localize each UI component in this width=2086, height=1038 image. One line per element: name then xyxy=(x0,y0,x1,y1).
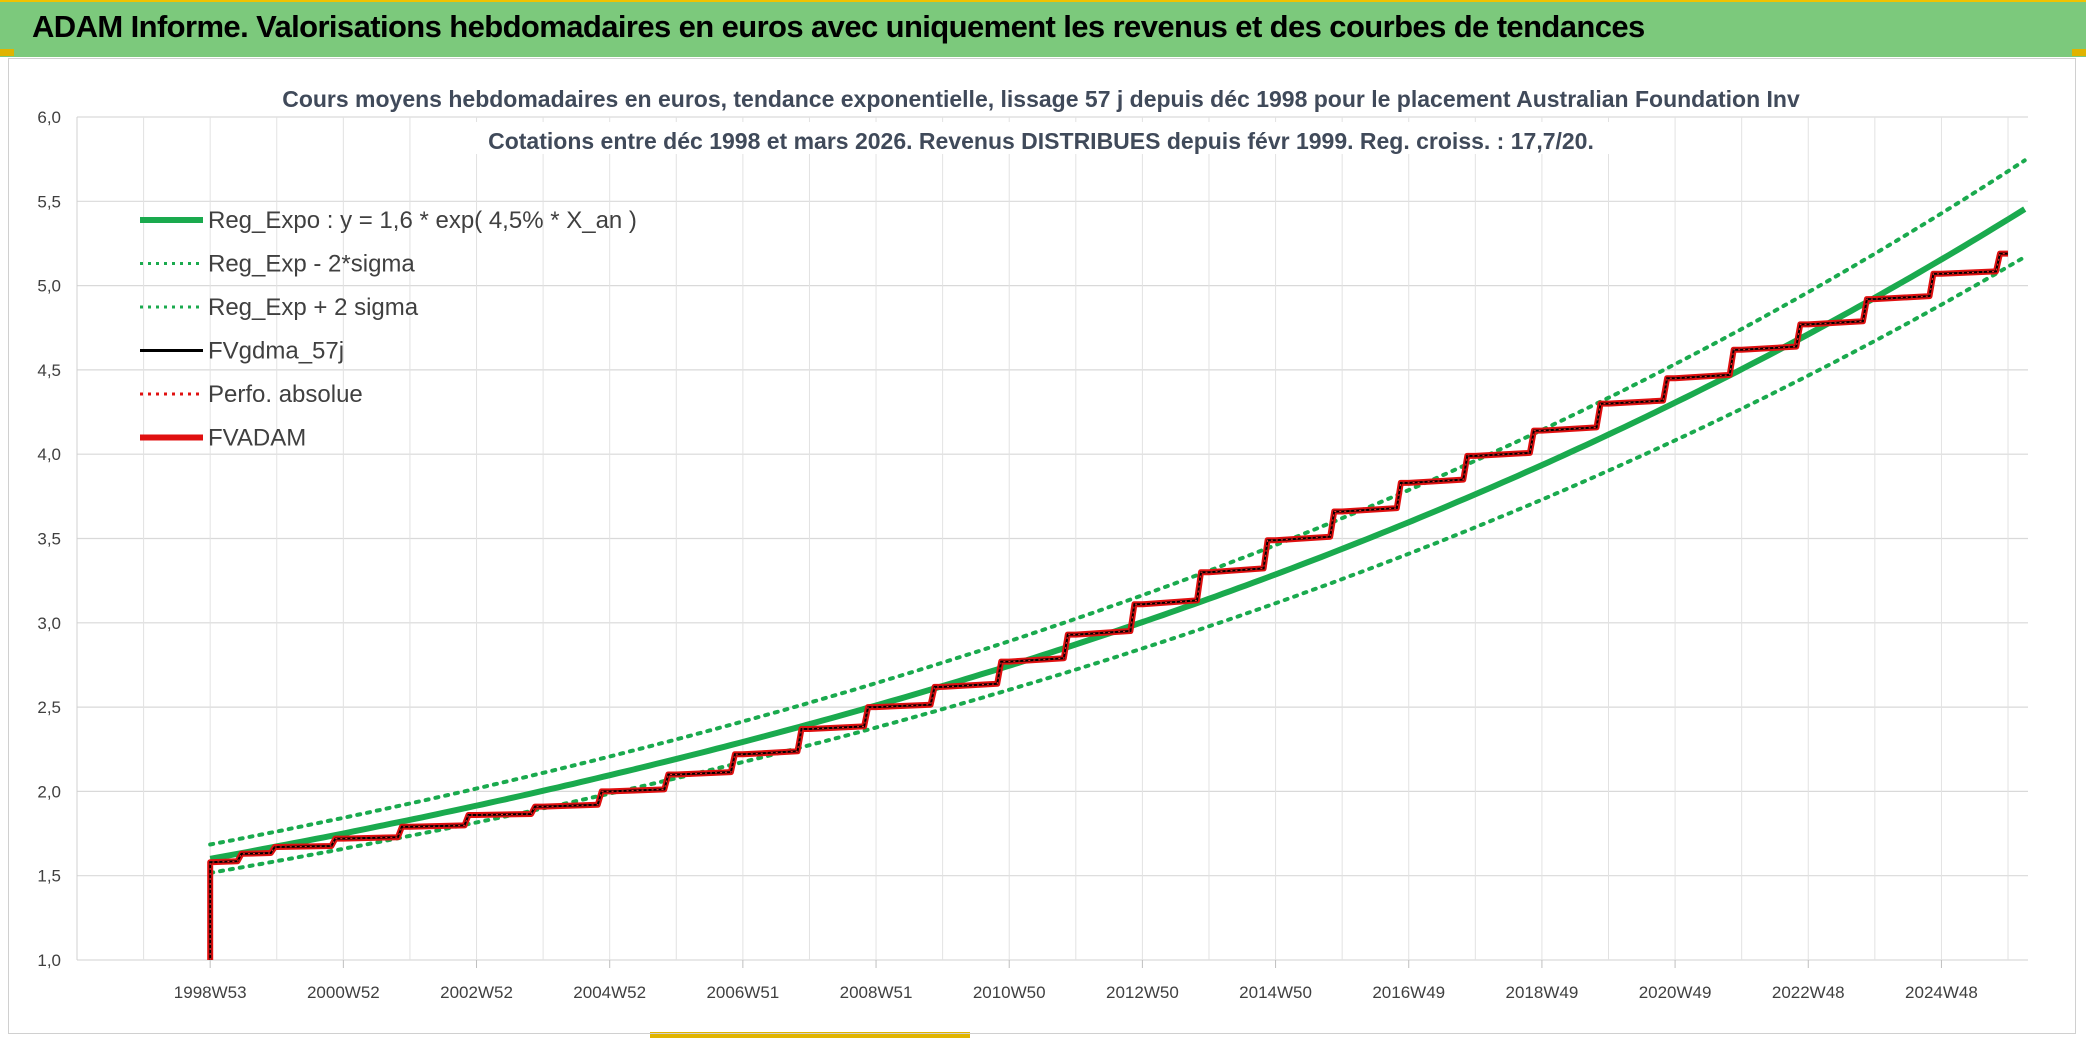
reg-exp-plus-2sigma-line xyxy=(208,158,2027,847)
perfo-absolue-line xyxy=(209,253,2008,960)
y-tick-label: 2,0 xyxy=(37,782,61,801)
reg-exp-minus-2sigma-line xyxy=(208,255,2027,875)
y-tick-label: 3,0 xyxy=(37,614,61,633)
x-tick-label: 2022W48 xyxy=(1772,983,1845,1002)
reg-expo-line xyxy=(209,206,2027,862)
accent-bar-bottom xyxy=(650,1032,970,1038)
legend-label: Reg_Expo : y = 1,6 * exp( 4,5% * X_an ) xyxy=(208,207,637,234)
y-tick-label: 1,0 xyxy=(37,951,61,970)
x-tick-label: 2014W50 xyxy=(1239,983,1312,1002)
banner-title: ADAM Informe. Valorisations hebdomadaire… xyxy=(32,9,1645,44)
legend: Reg_Expo : y = 1,6 * exp( 4,5% * X_an ) R… xyxy=(140,207,637,452)
tick-labels: 1,0 1,5 2,0 2,5 3,0 3,5 4,0 4,5 5,0 5,5 6,0 1998W53… xyxy=(37,108,1977,1002)
chart-title: Cours moyens hebdomadaires en euros, ten… xyxy=(282,86,1800,112)
legend-label: Perfo. absolue xyxy=(208,381,363,408)
y-tick-label: 1,5 xyxy=(37,867,61,886)
x-tick-label: 2000W52 xyxy=(307,983,380,1002)
x-tick-label: 2010W50 xyxy=(973,983,1046,1002)
x-tick-label: 2002W52 xyxy=(440,983,513,1002)
grid-lines xyxy=(76,116,2028,961)
y-tick-label: 2,5 xyxy=(37,698,61,717)
x-tick-label: 2006W51 xyxy=(706,983,779,1002)
x-tick-label: 2018W49 xyxy=(1506,983,1579,1002)
accent-bar-right xyxy=(2072,49,2086,56)
x-tick-label: 2012W50 xyxy=(1106,983,1179,1002)
subtitle-backdrop xyxy=(472,122,1612,154)
chart-subtitle: Cotations entre déc 1998 et mars 2026. R… xyxy=(488,128,1594,154)
chart-titles: Cours moyens hebdomadaires en euros, ten… xyxy=(258,82,1824,154)
y-tick-label: 3,5 xyxy=(37,530,61,549)
legend-label: Reg_Exp - 2*sigma xyxy=(208,251,415,278)
header-banner: ADAM Informe. Valorisations hebdomadaire… xyxy=(0,0,2086,57)
x-tick-label: 2024W48 xyxy=(1905,983,1978,1002)
legend-label: Reg_Exp + 2 sigma xyxy=(208,294,419,321)
accent-bar-left xyxy=(0,49,14,56)
series-layer xyxy=(207,158,2027,960)
x-tick-label: 2008W51 xyxy=(840,983,913,1002)
legend-label: FVADAM xyxy=(208,425,306,452)
y-tick-label: 6,0 xyxy=(37,108,61,127)
legend-label: FVgdma_57j xyxy=(208,338,344,365)
x-tick-label: 2020W49 xyxy=(1639,983,1712,1002)
y-tick-label: 4,5 xyxy=(37,361,61,380)
y-tick-label: 4,0 xyxy=(37,445,61,464)
chart-frame xyxy=(8,58,2076,1034)
y-tick-label: 5,0 xyxy=(37,277,61,296)
x-tick-label: 2004W52 xyxy=(573,983,646,1002)
y-tick-label: 5,5 xyxy=(37,192,61,211)
x-tick-label: 1998W53 xyxy=(174,983,247,1002)
x-tick-label: 2016W49 xyxy=(1372,983,1445,1002)
title-backdrop xyxy=(258,82,1824,114)
